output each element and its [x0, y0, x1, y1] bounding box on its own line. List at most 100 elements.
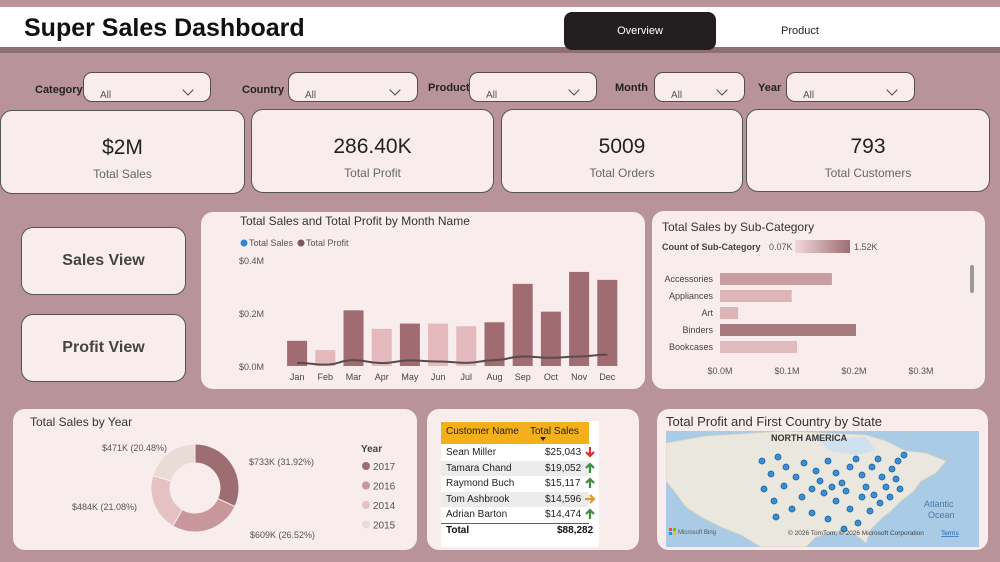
- month-bar[interactable]: [287, 340, 308, 366]
- month-bar[interactable]: [428, 323, 449, 366]
- month-bar[interactable]: [315, 350, 336, 366]
- subcategory-bar[interactable]: [720, 324, 857, 336]
- state-marker[interactable]: [758, 457, 766, 465]
- customer-sales: $14,474: [545, 509, 582, 521]
- table-row[interactable]: Adrian Barton $14,474: [441, 507, 595, 522]
- donut-slice[interactable]: [172, 497, 236, 533]
- state-marker[interactable]: [770, 497, 778, 505]
- kpi-value: 793: [850, 135, 886, 158]
- month-bar[interactable]: [484, 322, 505, 366]
- state-marker[interactable]: [846, 463, 854, 471]
- state-marker[interactable]: [838, 479, 846, 487]
- state-marker[interactable]: [840, 525, 848, 533]
- state-marker[interactable]: [798, 493, 806, 501]
- subcategory-bar[interactable]: [720, 341, 798, 353]
- header-customer-name[interactable]: Customer Name: [446, 426, 519, 437]
- state-marker[interactable]: [808, 509, 816, 517]
- filter-month-dropdown[interactable]: All: [654, 72, 745, 102]
- customer-table-panel: Customer Name Total Sales Sean Miller $25…: [427, 409, 639, 550]
- filter-category-value: All: [100, 90, 112, 101]
- state-marker[interactable]: [832, 497, 840, 505]
- month-xtick: May: [401, 372, 419, 382]
- profit-view-button[interactable]: Profit View: [21, 314, 186, 382]
- table-row[interactable]: Tom Ashbrook $14,596: [441, 491, 596, 507]
- customer-sales: $14,596: [545, 493, 582, 505]
- table-row[interactable]: Sean Miller $25,043: [441, 445, 595, 460]
- subcategory-label: Binders: [682, 325, 713, 335]
- state-marker[interactable]: [882, 483, 890, 491]
- state-marker[interactable]: [832, 469, 840, 477]
- donut-slice[interactable]: [194, 443, 240, 508]
- month-bar[interactable]: [597, 279, 618, 366]
- state-marker[interactable]: [820, 489, 828, 497]
- state-marker[interactable]: [828, 483, 836, 491]
- filter-country-dropdown[interactable]: All: [288, 72, 418, 102]
- state-marker[interactable]: [866, 507, 874, 515]
- month-bar[interactable]: [512, 283, 533, 366]
- table-row[interactable]: Raymond Buch $15,117: [441, 476, 595, 491]
- month-bar[interactable]: [399, 323, 420, 366]
- state-marker[interactable]: [767, 470, 775, 478]
- sort-desc-icon[interactable]: [540, 437, 546, 441]
- donut-slice[interactable]: [152, 443, 196, 482]
- kpi-total-customers: 793 Total Customers: [746, 109, 990, 192]
- state-marker[interactable]: [760, 485, 768, 493]
- month-bar[interactable]: [343, 310, 364, 366]
- state-marker[interactable]: [824, 457, 832, 465]
- state-marker[interactable]: [772, 513, 780, 521]
- state-marker[interactable]: [854, 519, 862, 527]
- filter-year-dropdown[interactable]: All: [786, 72, 915, 102]
- state-marker[interactable]: [842, 487, 850, 495]
- state-marker[interactable]: [878, 473, 886, 481]
- table-row[interactable]: Tamara Chand $19,052: [441, 460, 595, 476]
- state-marker[interactable]: [808, 485, 816, 493]
- state-marker[interactable]: [886, 493, 894, 501]
- customer-name: Sean Miller: [446, 447, 497, 458]
- header-total-sales[interactable]: Total Sales: [530, 426, 579, 437]
- filter-product-dropdown[interactable]: All: [469, 72, 597, 102]
- state-marker[interactable]: [846, 505, 854, 513]
- month-bar[interactable]: [569, 271, 590, 366]
- sales-view-button[interactable]: Sales View: [21, 227, 186, 295]
- state-marker[interactable]: [858, 493, 866, 501]
- state-marker[interactable]: [852, 455, 860, 463]
- state-map[interactable]: NORTH AMERICA Atlantic Ocean Microsoft B…: [666, 431, 979, 547]
- month-xtick: Feb: [318, 372, 334, 382]
- month-bar[interactable]: [540, 311, 561, 366]
- kpi-label: Total Profit: [344, 166, 401, 180]
- state-marker[interactable]: [876, 499, 884, 507]
- scrollbar-thumb[interactable]: [970, 265, 974, 293]
- map-terms-link[interactable]: Terms: [941, 530, 959, 537]
- state-marker[interactable]: [888, 465, 896, 473]
- state-marker[interactable]: [816, 477, 824, 485]
- state-marker[interactable]: [858, 471, 866, 479]
- state-marker[interactable]: [780, 482, 788, 490]
- state-marker[interactable]: [792, 473, 800, 481]
- customer-name: Adrian Barton: [446, 509, 508, 521]
- state-marker[interactable]: [868, 463, 876, 471]
- state-marker[interactable]: [800, 459, 808, 467]
- subcategory-bar[interactable]: [720, 290, 792, 302]
- state-marker[interactable]: [788, 505, 796, 513]
- state-marker[interactable]: [862, 483, 870, 491]
- state-marker[interactable]: [812, 467, 820, 475]
- filter-label-month: Month: [615, 82, 648, 94]
- state-marker[interactable]: [782, 463, 790, 471]
- month-bar[interactable]: [371, 328, 392, 366]
- state-marker[interactable]: [896, 485, 904, 493]
- state-marker[interactable]: [900, 451, 908, 459]
- subcategory-bar[interactable]: [720, 307, 739, 319]
- state-marker[interactable]: [824, 515, 832, 523]
- subcategory-bar[interactable]: [720, 273, 832, 285]
- state-marker[interactable]: [774, 453, 782, 461]
- donut-slice[interactable]: [150, 475, 184, 527]
- filter-category-dropdown[interactable]: All: [83, 72, 211, 102]
- tab-product[interactable]: Product: [781, 25, 819, 37]
- tab-overview[interactable]: Overview: [564, 12, 716, 50]
- state-marker[interactable]: [892, 475, 900, 483]
- state-marker[interactable]: [874, 455, 882, 463]
- month-bar[interactable]: [456, 326, 477, 366]
- year-legend-item: 2015: [373, 521, 396, 532]
- state-marker[interactable]: [894, 457, 902, 465]
- state-marker[interactable]: [870, 491, 878, 499]
